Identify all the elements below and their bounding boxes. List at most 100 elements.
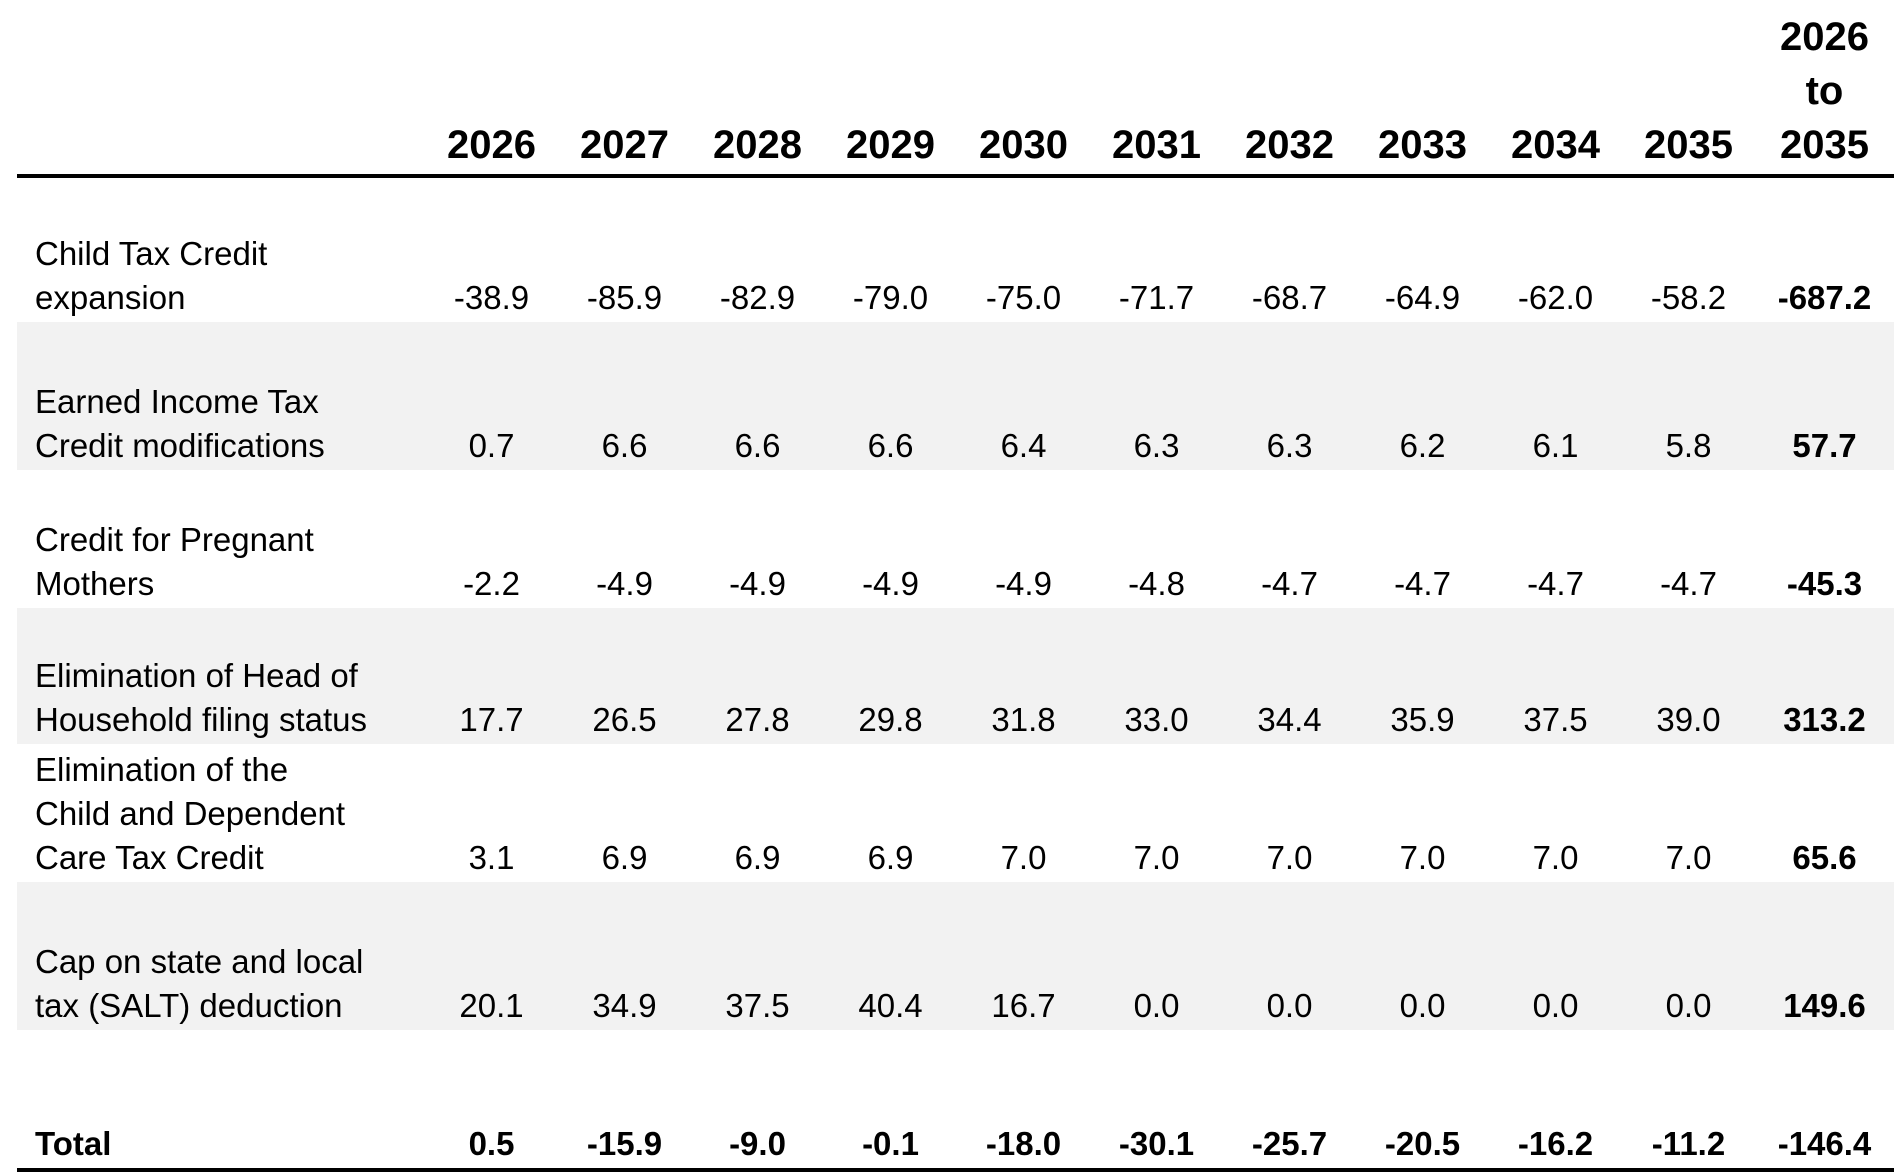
row-label-line: Child and Dependent <box>35 795 346 832</box>
table-row: Elimination of the Child and Dependent C… <box>17 744 1894 882</box>
value-cell: -4.9 <box>995 565 1052 602</box>
value-cell: 6.9 <box>867 839 914 876</box>
value-cell: 26.5 <box>558 608 691 744</box>
value-cell: 6.6 <box>558 322 691 470</box>
value-cell: -4.7 <box>1527 565 1584 602</box>
table-row: Child Tax Credit expansion -38.9 -85.9 -… <box>17 220 1894 322</box>
value-cell: 7.0 <box>1399 839 1446 876</box>
table-row: Credit for Pregnant Mothers -2.2 -4.9 -4… <box>17 470 1894 608</box>
period-total-header-line: to <box>1805 69 1844 113</box>
row-label-line: Credit for Pregnant <box>35 521 314 558</box>
value-cell: 39.0 <box>1622 608 1755 744</box>
value-cell: 7.0 <box>1532 839 1579 876</box>
row-label: Elimination of Head of Household filing … <box>17 608 425 744</box>
value-cell: 0.0 <box>1622 882 1755 1030</box>
row-label: Credit for Pregnant Mothers <box>17 470 425 608</box>
value-cell: -4.8 <box>1128 565 1185 602</box>
value-cell: 34.4 <box>1223 608 1356 744</box>
period-total-cell: -687.2 <box>1777 279 1872 316</box>
row-label: Child Tax Credit expansion <box>17 220 425 322</box>
total-value-cell: -11.2 <box>1622 1030 1755 1172</box>
value-cell: 27.8 <box>691 608 824 744</box>
value-cell: 3.1 <box>468 839 515 876</box>
row-label-line: tax (SALT) deduction <box>35 987 343 1024</box>
value-cell: 37.5 <box>691 882 824 1030</box>
row-label-line: Care Tax Credit <box>35 839 264 876</box>
value-cell: 6.1 <box>1489 322 1622 470</box>
value-cell: 6.6 <box>691 322 824 470</box>
total-value-cell: -9.0 <box>691 1030 824 1172</box>
year-header: 2034 <box>1489 0 1622 178</box>
value-cell: 7.0 <box>1665 839 1712 876</box>
total-value-cell: -18.0 <box>957 1030 1090 1172</box>
row-label-line: Household filing status <box>35 701 368 738</box>
value-cell: 33.0 <box>1090 608 1223 744</box>
value-cell: -4.7 <box>1394 565 1451 602</box>
value-cell: 0.0 <box>1223 882 1356 1030</box>
value-cell: 5.8 <box>1622 322 1755 470</box>
value-cell: 29.8 <box>824 608 957 744</box>
period-total-cell: 313.2 <box>1755 608 1894 744</box>
row-label-line: Elimination of Head of <box>35 657 358 694</box>
table-row: Elimination of Head of Household filing … <box>17 608 1894 744</box>
value-cell: -4.7 <box>1261 565 1318 602</box>
year-header: 2035 <box>1622 0 1755 178</box>
total-value-cell: -0.1 <box>824 1030 957 1172</box>
budget-estimates-table: 2026 2027 2028 2029 2030 2031 2032 2033 … <box>17 0 1894 1172</box>
value-cell: 7.0 <box>1000 839 1047 876</box>
value-cell: 31.8 <box>957 608 1090 744</box>
value-cell: -4.9 <box>729 565 786 602</box>
value-cell: -4.9 <box>596 565 653 602</box>
total-value-cell: -25.7 <box>1223 1030 1356 1172</box>
row-label-line: Cap on state and local <box>35 943 364 980</box>
value-cell: 6.2 <box>1356 322 1489 470</box>
value-cell: 6.3 <box>1223 322 1356 470</box>
period-total-cell: 57.7 <box>1755 322 1894 470</box>
year-header: 2027 <box>558 0 691 178</box>
value-cell: -64.9 <box>1384 279 1461 316</box>
row-label-line: Earned Income Tax <box>35 383 319 420</box>
value-cell: 0.0 <box>1489 882 1622 1030</box>
value-cell: 0.7 <box>425 322 558 470</box>
value-cell: -79.0 <box>852 279 929 316</box>
value-cell: 0.0 <box>1090 882 1223 1030</box>
row-label-line: Credit modifications <box>35 427 325 464</box>
value-cell: -4.9 <box>862 565 919 602</box>
value-cell: -58.2 <box>1650 279 1727 316</box>
value-cell: 34.9 <box>558 882 691 1030</box>
table-row: Earned Income Tax Credit modifications 0… <box>17 322 1894 470</box>
value-cell: 6.9 <box>734 839 781 876</box>
year-header: 2032 <box>1223 0 1356 178</box>
period-total-header-line: 2035 <box>1780 123 1869 167</box>
year-header: 2033 <box>1356 0 1489 178</box>
value-cell: 0.0 <box>1356 882 1489 1030</box>
year-header: 2028 <box>691 0 824 178</box>
row-label-line: expansion <box>35 279 186 316</box>
period-total-cell: 149.6 <box>1755 882 1894 1030</box>
value-cell: 6.6 <box>824 322 957 470</box>
value-cell: 6.9 <box>601 839 648 876</box>
grand-total-cell: -146.4 <box>1755 1030 1894 1172</box>
period-total-cell: -45.3 <box>1786 565 1863 602</box>
total-value-cell: -30.1 <box>1090 1030 1223 1172</box>
value-cell: 17.7 <box>425 608 558 744</box>
row-label-line: Child Tax Credit <box>35 235 268 272</box>
value-cell: 7.0 <box>1133 839 1180 876</box>
value-cell: 35.9 <box>1356 608 1489 744</box>
total-value-cell: 0.5 <box>425 1030 558 1172</box>
period-total-cell: 65.6 <box>1792 839 1857 876</box>
total-row: Total 0.5 -15.9 -9.0 -0.1 -18.0 -30.1 -2… <box>17 1030 1894 1172</box>
value-cell: -75.0 <box>985 279 1062 316</box>
row-label-line: Elimination of the <box>35 751 289 788</box>
value-cell: -68.7 <box>1251 279 1328 316</box>
total-value-cell: -20.5 <box>1356 1030 1489 1172</box>
value-cell: 7.0 <box>1266 839 1313 876</box>
total-value-cell: -15.9 <box>558 1030 691 1172</box>
period-total-header-line: 2026 <box>1780 15 1869 59</box>
year-header: 2029 <box>824 0 957 178</box>
row-label-header <box>17 0 425 178</box>
row-label: Cap on state and local tax (SALT) deduct… <box>17 882 425 1030</box>
value-cell: -71.7 <box>1118 279 1195 316</box>
period-total-header: 2026 to 2035 <box>1755 0 1894 178</box>
total-row-label: Total <box>17 1030 425 1172</box>
